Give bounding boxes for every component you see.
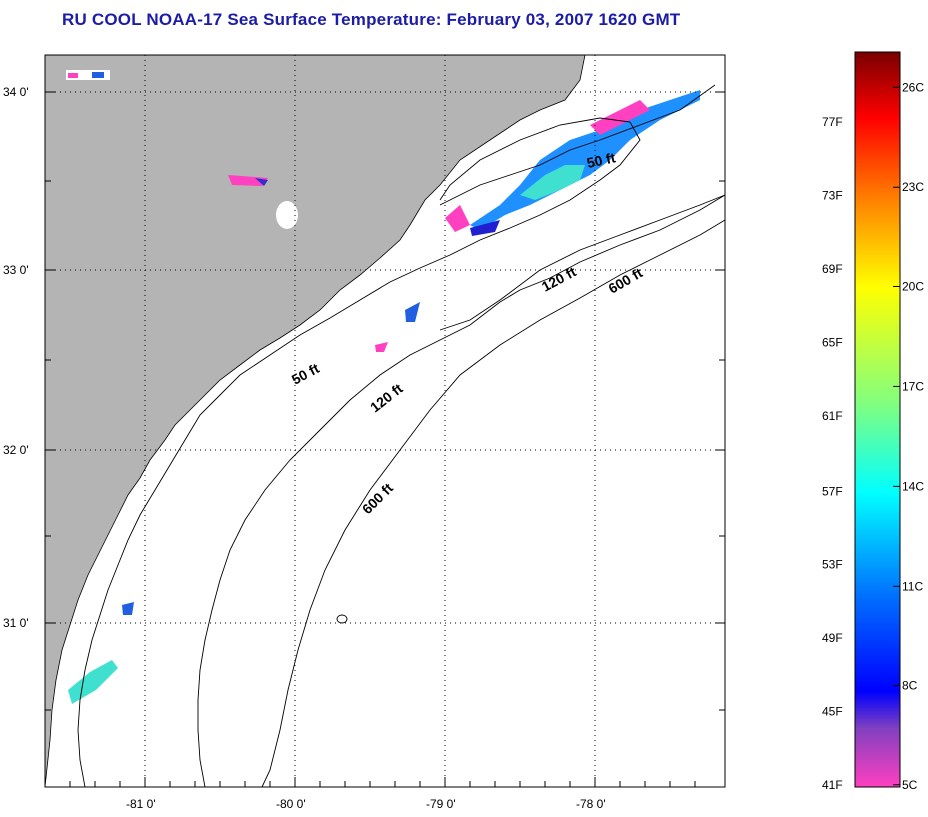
lat-tick-label: 34 0' [3,85,29,99]
celsius-labels: 26C 23C 20C 17C 14C 11C 8C 5C [893,80,924,792]
land-mass [44,54,586,788]
lon-tick-label: -80 0' [276,797,306,811]
colorbar-scale [854,51,901,788]
lake [66,70,110,80]
fahrenheit-labels: 77F 73F 69F 65F 61F 57F 53F 49F 45F 41F [822,115,843,792]
fahrenheit-label: 49F [822,631,843,645]
celsius-label: 11C [902,579,923,593]
celsius-label: 20C [902,279,924,293]
contour-label: 50 ft [289,360,322,388]
tick-marks [45,91,725,787]
fahrenheit-label: 61F [822,409,843,423]
celsius-label: 5C [902,778,918,792]
contour-label: 600 ft [606,264,646,296]
lake [276,201,298,229]
sst-map: 50 ft 50 ft 120 ft 120 ft 600 ft 600 ft [3,54,726,811]
celsius-label: 8C [902,679,918,693]
fahrenheit-label: 45F [822,704,843,718]
sst-patches [68,72,700,704]
fahrenheit-label: 65F [822,335,843,349]
fahrenheit-label: 69F [822,262,843,276]
lon-tick-label: -78 0' [576,797,606,811]
lat-tick-label: 31 0' [3,616,29,630]
fahrenheit-label: 57F [822,485,843,499]
celsius-label: 17C [902,379,924,393]
map-frame [44,54,726,788]
contour-label: 50 ft [585,149,617,171]
celsius-label: 23C [902,180,924,194]
celsius-label: 14C [902,479,924,493]
map-title: RU COOL NOAA-17 Sea Surface Temperature:… [62,10,681,29]
fahrenheit-label: 53F [822,557,843,571]
lon-tick-label: -79 0' [426,797,456,811]
fahrenheit-label: 73F [822,188,843,202]
graticule [45,55,725,787]
lat-tick-label: 32 0' [3,443,29,457]
lat-tick-label: 33 0' [3,263,29,277]
contour-label: 120 ft [367,380,406,415]
lon-tick-label: -81 0' [126,797,156,811]
fahrenheit-label: 41F [822,778,843,792]
fahrenheit-label: 77F [822,115,843,129]
celsius-label: 26C [902,80,924,94]
